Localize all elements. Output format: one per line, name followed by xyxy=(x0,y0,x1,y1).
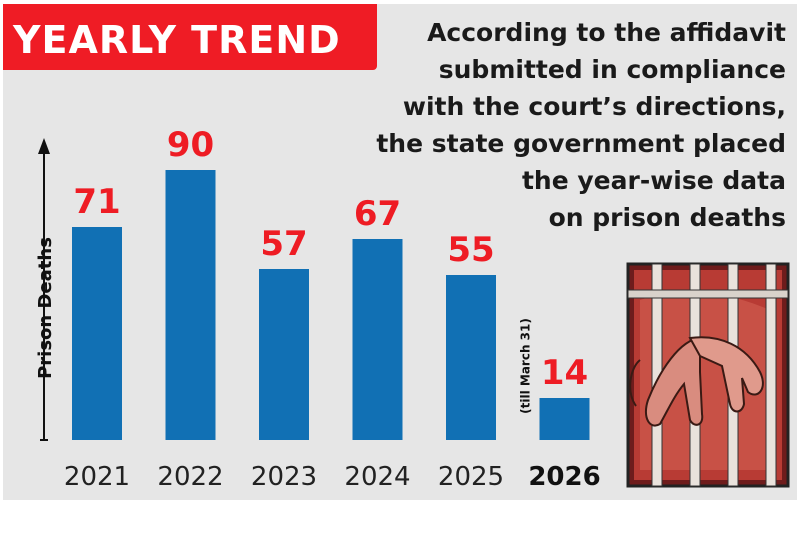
bar-2021 xyxy=(72,227,122,440)
value-label-2023: 57 xyxy=(260,224,307,264)
caption-line: with the court’s directions, xyxy=(402,92,786,121)
category-label-2025: 2025 xyxy=(438,462,504,492)
bar-2022 xyxy=(165,170,216,440)
caption-line: on prison deaths xyxy=(548,203,786,232)
value-label-2024: 67 xyxy=(354,194,401,234)
caption-line: the state government placed xyxy=(376,129,786,158)
value-labels: 71 90 57 67 55 14 xyxy=(73,125,588,393)
title-rule xyxy=(3,4,377,10)
value-label-2026: 14 xyxy=(541,353,588,393)
category-label-2023: 2023 xyxy=(251,462,317,492)
bar-2025 xyxy=(446,275,496,440)
bars-group xyxy=(72,170,590,440)
page-title: YEARLY TREND xyxy=(13,18,341,62)
caption-line: According to the affidavit xyxy=(427,18,786,47)
y-axis: Prison Deaths xyxy=(35,138,56,441)
category-labels: 2021 2022 2023 2024 2025 2026 xyxy=(64,462,601,492)
bar-2026 xyxy=(539,398,590,440)
title-banner: YEARLY TREND xyxy=(3,10,377,70)
annotation-till-march: (till March 31) xyxy=(519,318,533,414)
bar-2024 xyxy=(352,239,403,440)
category-label-2022: 2022 xyxy=(157,462,223,492)
value-label-2022: 90 xyxy=(167,125,214,165)
caption-line: submitted in compliance xyxy=(438,55,786,84)
category-label-2021: 2021 xyxy=(64,462,130,492)
bar-2023 xyxy=(259,269,309,440)
prison-bars-hands-icon xyxy=(626,262,790,488)
value-label-2025: 55 xyxy=(447,230,494,270)
caption-text: According to the affidavit submitted in … xyxy=(366,14,786,236)
y-axis-arrow xyxy=(38,138,50,154)
category-label-2026: 2026 xyxy=(528,462,600,492)
value-label-2021: 71 xyxy=(73,182,120,222)
y-axis-label: Prison Deaths xyxy=(35,237,56,379)
caption-line: the year-wise data xyxy=(521,166,786,195)
category-label-2024: 2024 xyxy=(344,462,410,492)
